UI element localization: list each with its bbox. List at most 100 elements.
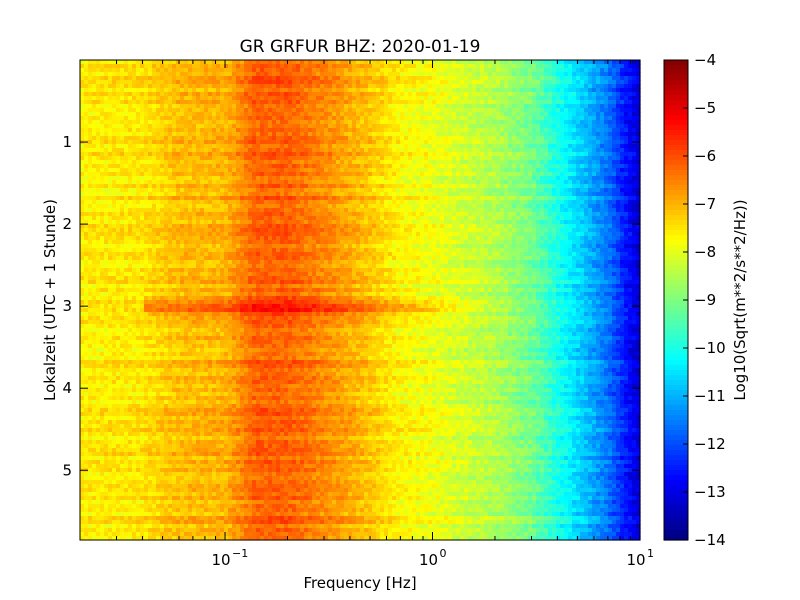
heatmap-cell <box>592 168 597 173</box>
heatmap-cell <box>288 168 293 173</box>
heatmap-cell <box>396 188 401 193</box>
heatmap-cell <box>316 196 321 201</box>
heatmap-cell <box>636 192 641 197</box>
heatmap-cell <box>436 80 441 85</box>
heatmap-cell <box>612 96 617 101</box>
heatmap-cell <box>92 80 97 85</box>
heatmap-cell <box>436 116 441 121</box>
heatmap-cell <box>228 116 233 121</box>
heatmap-cell <box>376 152 381 157</box>
heatmap-cell <box>144 136 149 141</box>
heatmap-cell <box>620 104 625 109</box>
heatmap-cell <box>552 120 557 125</box>
heatmap-cell <box>336 124 341 129</box>
heatmap-cell <box>584 96 589 101</box>
heatmap-cell <box>212 172 217 177</box>
heatmap-cell <box>212 192 217 197</box>
heatmap-cell <box>416 184 421 189</box>
heatmap-cell <box>536 60 541 65</box>
heatmap-cell <box>360 156 365 161</box>
heatmap-cell <box>612 72 617 77</box>
heatmap-cell <box>440 156 445 161</box>
heatmap-cell <box>428 160 433 165</box>
heatmap-cell <box>404 84 409 89</box>
heatmap-cell <box>484 92 489 97</box>
heatmap-cell <box>468 80 473 85</box>
heatmap-cell <box>236 144 241 149</box>
heatmap-cell <box>516 132 521 137</box>
heatmap-cell <box>536 128 541 133</box>
heatmap-cell <box>136 180 141 185</box>
heatmap-cell <box>264 196 269 201</box>
heatmap-cell <box>432 84 437 89</box>
heatmap-cell <box>140 152 145 157</box>
heatmap-cell <box>160 156 165 161</box>
heatmap-cell <box>544 132 549 137</box>
heatmap-cell <box>368 168 373 173</box>
heatmap-cell <box>164 108 169 113</box>
heatmap-cell <box>220 124 225 129</box>
heatmap-cell <box>376 104 381 109</box>
heatmap-cell <box>80 92 85 97</box>
heatmap-cell <box>516 152 521 157</box>
heatmap-cell <box>120 60 125 65</box>
heatmap-cell <box>624 68 629 73</box>
heatmap-cell <box>432 60 437 65</box>
heatmap-cell <box>204 104 209 109</box>
heatmap-cell <box>540 84 545 89</box>
heatmap-cell <box>100 112 105 117</box>
heatmap-cell <box>416 156 421 161</box>
heatmap-cell <box>164 92 169 97</box>
heatmap-cell <box>528 108 533 113</box>
heatmap-cell <box>260 104 265 109</box>
heatmap-cell <box>312 92 317 97</box>
heatmap-cell <box>488 112 493 117</box>
heatmap-cell <box>472 160 477 165</box>
heatmap-cell <box>576 140 581 145</box>
heatmap-cell <box>124 88 129 93</box>
heatmap-cell <box>480 68 485 73</box>
heatmap-cell <box>368 188 373 193</box>
heatmap-cell <box>316 104 321 109</box>
heatmap-cell <box>112 176 117 181</box>
heatmap-cell <box>184 116 189 121</box>
heatmap-cell <box>400 76 405 81</box>
heatmap-cell <box>572 116 577 121</box>
heatmap-cell <box>216 180 221 185</box>
heatmap-cell <box>100 200 105 205</box>
heatmap-cell <box>208 116 213 121</box>
heatmap-cell <box>392 140 397 145</box>
heatmap-cell <box>440 128 445 133</box>
heatmap-cell <box>540 104 545 109</box>
heatmap-cell <box>288 188 293 193</box>
heatmap-cell <box>204 88 209 93</box>
heatmap-cell <box>200 100 205 105</box>
heatmap-cell <box>152 156 157 161</box>
heatmap-cell <box>444 80 449 85</box>
heatmap-cell <box>372 88 377 93</box>
heatmap-cell <box>384 72 389 77</box>
heatmap-cell <box>280 140 285 145</box>
heatmap-cell <box>484 148 489 153</box>
heatmap-cell <box>496 140 501 145</box>
heatmap-cell <box>528 100 533 105</box>
heatmap-cell <box>316 136 321 141</box>
heatmap-cell <box>148 84 153 89</box>
heatmap-cell <box>332 100 337 105</box>
heatmap-cell <box>80 68 85 73</box>
heatmap-cell <box>624 188 629 193</box>
heatmap-cell <box>476 116 481 121</box>
heatmap-cell <box>388 124 393 129</box>
heatmap-cell <box>284 192 289 197</box>
heatmap-cell <box>88 64 93 69</box>
heatmap-cell <box>132 196 137 201</box>
heatmap-cell <box>152 112 157 117</box>
heatmap-cell <box>300 84 305 89</box>
heatmap-cell <box>300 116 305 121</box>
heatmap-cell <box>228 156 233 161</box>
heatmap-cell <box>404 64 409 69</box>
heatmap-cell <box>228 152 233 157</box>
heatmap-cell <box>484 184 489 189</box>
heatmap-cell <box>244 76 249 81</box>
